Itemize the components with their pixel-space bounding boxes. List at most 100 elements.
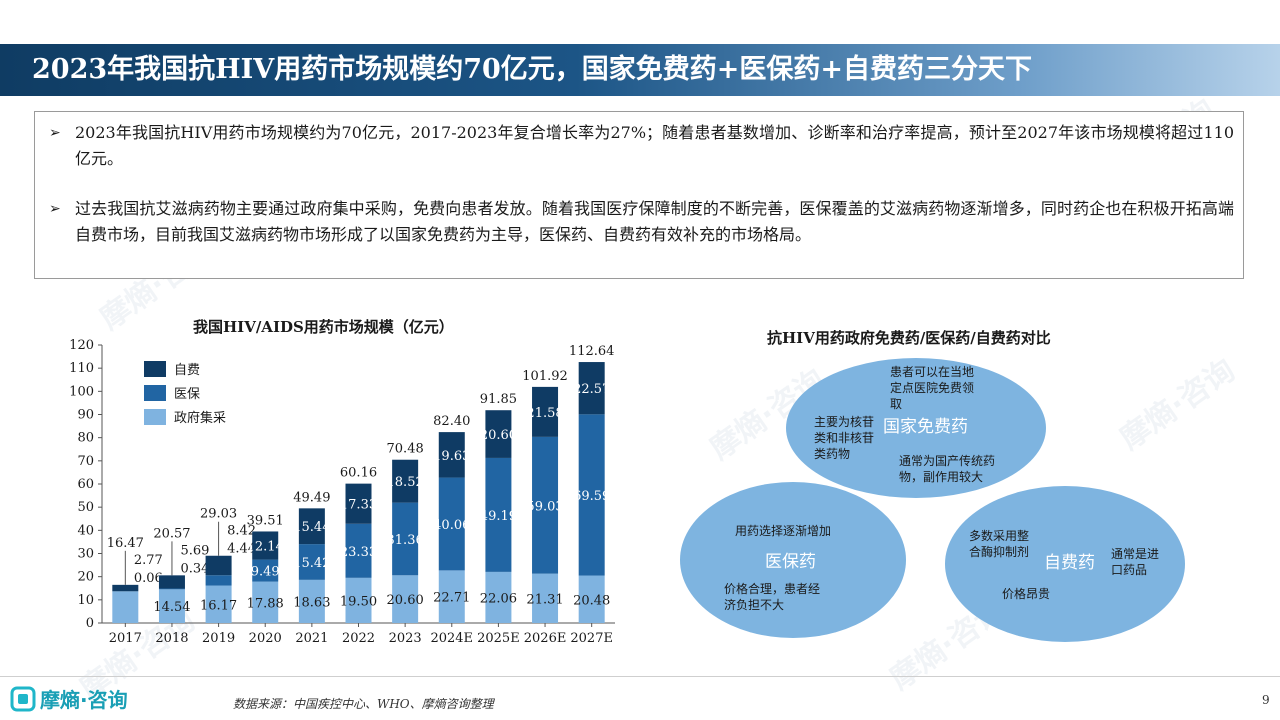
bar-total-label: 39.51 [247, 513, 284, 528]
bar-segment-label: 16.17 [200, 598, 237, 613]
free-note-1: 患者可以在当地 定点医院免费领 取 [890, 365, 978, 411]
bar-segment [205, 575, 232, 586]
callout-label: 8.42 [227, 524, 256, 539]
insurance-note-2: 价格合理，患者经 济负担不大 [724, 581, 824, 612]
bar-total-label: 101.92 [522, 369, 568, 384]
bar-segment [578, 575, 605, 623]
x-tick-label: 2025E [477, 631, 520, 646]
y-tick-label: 80 [77, 431, 94, 446]
bar-total-label: 16.47 [107, 536, 144, 551]
bar-segment-label: 18.63 [293, 595, 330, 610]
source-note: 数据来源：中国疾控中心、WHO、摩熵咨询整理 [233, 697, 494, 711]
title-bar: 2023年我国抗HIV用药市场规模约70亿元，国家免费药+医保药+自费药三分天下 [0, 44, 1280, 96]
arrow-bullet-icon: ➢ [49, 125, 61, 141]
y-tick-label: 60 [77, 477, 94, 492]
bullet-2: ➢ 过去我国抗艾滋病药物主要通过政府集中采购，免费向患者发放。随着我国医疗保障制… [49, 196, 1234, 248]
bar-segment [252, 581, 279, 623]
legend-swatch [144, 361, 166, 377]
x-tick-label: 2023 [389, 631, 422, 646]
bar-segment [158, 575, 185, 589]
bar-segment-label: 14.54 [153, 600, 190, 615]
bar-segment [392, 575, 419, 623]
bar-segment-label: 19.50 [340, 594, 377, 609]
x-tick-label: 2024E [430, 631, 473, 646]
bar-segment [252, 559, 279, 582]
logo-text: 摩熵·咨询 [40, 688, 128, 712]
bar-segment [158, 588, 185, 590]
bar-segment [485, 457, 512, 572]
bar-segment [532, 386, 559, 437]
selfpay-drug-ellipse [945, 486, 1185, 642]
bar-total-label: 70.48 [387, 442, 424, 457]
bar-segment [298, 508, 325, 545]
bar-segment [578, 362, 605, 415]
x-tick-label: 2021 [295, 631, 328, 646]
insurance-drug-ellipse [680, 482, 906, 638]
bullet-1: ➢ 2023年我国抗HIV用药市场规模约为70亿元，2017-2023年复合增长… [49, 120, 1234, 172]
bar-segment-label: 21.58 [526, 406, 563, 421]
bar-total-label: 82.40 [433, 414, 470, 429]
free-note-3: 通常为国产传统药 物，副作用较大 [899, 453, 999, 484]
comparison-diagram: 国家免费药 患者可以在当地 定点医院免费领 取 主要为核苷 类和非核苷 类药物 … [680, 358, 1185, 642]
logo-mark-icon [10, 686, 36, 712]
bar-segment-label: 49.19 [480, 509, 517, 524]
bar-segment [438, 570, 465, 623]
bar-total-label: 60.16 [340, 466, 377, 481]
y-tick-label: 20 [77, 570, 94, 585]
x-tick-label: 2026E [524, 631, 567, 646]
bar-segment [252, 531, 279, 560]
y-tick-label: 10 [77, 593, 94, 608]
bar-segment-label: 59.03 [526, 499, 563, 514]
bar-segment [438, 432, 465, 478]
bar-total-label: 112.64 [569, 344, 615, 359]
selfpay-note-2: 通常是进 口药品 [1111, 547, 1163, 577]
callout-label: 2.77 [134, 553, 163, 568]
bar-segment-label: 20.48 [573, 593, 610, 608]
bar-segment-label: 18.52 [387, 475, 424, 490]
callout-label: 0.34 [180, 561, 209, 576]
chart-title: 我国HIV/AIDS用药市场规模（亿元） [193, 318, 454, 336]
callout-label: 0.06 [134, 571, 163, 586]
bar-segment [532, 436, 559, 574]
callout-label: 5.69 [180, 543, 209, 558]
bar-segment [485, 410, 512, 458]
legend-label: 医保 [174, 387, 200, 402]
bar-total-label: 49.49 [293, 490, 330, 505]
bar-segment [298, 544, 325, 580]
bar-segment [438, 477, 465, 571]
callout-label: 4.44 [227, 542, 256, 557]
bullet-text: 过去我国抗艾滋病药物主要通过政府集中采购，免费向患者发放。随着我国医疗保障制度的… [75, 199, 1234, 244]
bar-segment [205, 555, 232, 576]
bar-segment-label: 20.60 [387, 593, 424, 608]
bar-total-label: 29.03 [200, 507, 237, 522]
x-tick-label: 2017 [109, 631, 142, 646]
bar-segment [392, 459, 419, 503]
free-drug-title: 国家免费药 [883, 417, 968, 437]
bar-segment-label: 23.33 [340, 545, 377, 560]
page-title: 2023年我国抗HIV用药市场规模约70亿元，国家免费药+医保药+自费药三分天下 [32, 54, 1033, 85]
y-tick-label: 120 [69, 338, 94, 353]
bar-segment-label: 19.63 [433, 449, 470, 464]
bar-segment-label: 22.71 [433, 591, 470, 606]
footer-divider [0, 676, 1280, 677]
bar-segment-label: 12.14 [247, 540, 284, 555]
bar-segment-label: 17.33 [340, 498, 377, 513]
y-tick-label: 40 [77, 523, 94, 538]
legend-label: 政府集采 [174, 410, 226, 426]
selfpay-note-1: 多数采用整 合酶抑制剂 [969, 528, 1033, 559]
bar-segment-label: 69.59 [573, 489, 610, 504]
bar-segment [578, 414, 605, 576]
insurance-note-1: 用药选择逐渐增加 [735, 524, 831, 538]
page-number: 9 [1262, 693, 1270, 707]
bar-segment [345, 483, 372, 524]
bar-segment-label: 17.88 [247, 596, 284, 611]
bar-segment [345, 577, 372, 623]
bullet-text: 2023年我国抗HIV用药市场规模约为70亿元，2017-2023年复合增长率为… [75, 123, 1234, 168]
y-tick-label: 30 [77, 547, 94, 562]
bar-segment-label: 15.42 [293, 556, 330, 571]
bar-segment-label: 22.57 [573, 382, 610, 397]
bar-segment [205, 585, 232, 623]
bar-segment-label: 9.49 [251, 565, 280, 580]
market-size-bar-chart: 0 10 20 30 40 50 60 70 80 90 100 110 120 2017 16.47 2.7… [69, 338, 615, 646]
x-tick-label: 2020 [249, 631, 282, 646]
